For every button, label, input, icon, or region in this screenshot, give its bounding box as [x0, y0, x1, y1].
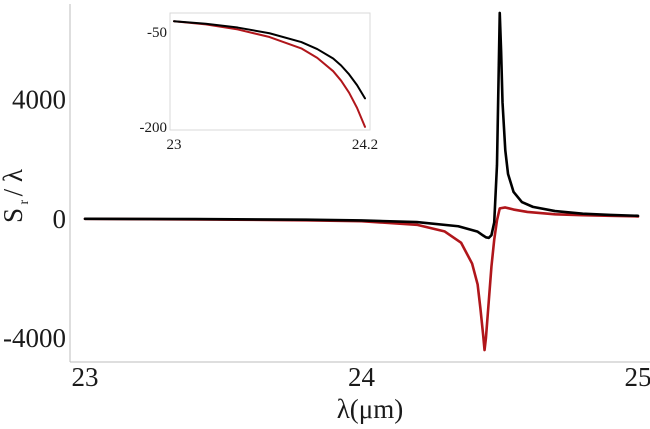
inset-x-tick-labels: 23 24.2: [167, 137, 379, 153]
inset-x-tick-label: 23: [167, 137, 182, 153]
main-x-tick-label: 25: [625, 362, 650, 392]
inset-plot-area: 23 24.2 -50 -200: [140, 13, 379, 153]
inset-y-tick-label: -200: [140, 120, 168, 136]
main-y-axis-label: S r / λ: [0, 169, 32, 223]
inset-x-tick-label: 24.2: [352, 137, 378, 153]
inset-y-tick-label: -50: [147, 25, 167, 41]
main-x-tick-labels: 23 24 25: [72, 362, 650, 392]
main-y-tick-label: -4000: [3, 323, 66, 353]
inset-y-tick-labels: -50 -200: [140, 25, 168, 136]
main-y-tick-label: 4000: [12, 84, 66, 114]
main-x-tick-label: 23: [72, 362, 99, 392]
inset-frame: [170, 13, 370, 130]
main-series-line-red: [85, 207, 638, 350]
main-y-tick-label: 0: [53, 204, 67, 234]
main-x-axis-label: λ(μm): [337, 394, 404, 424]
main-x-tick-label: 24: [348, 362, 376, 392]
